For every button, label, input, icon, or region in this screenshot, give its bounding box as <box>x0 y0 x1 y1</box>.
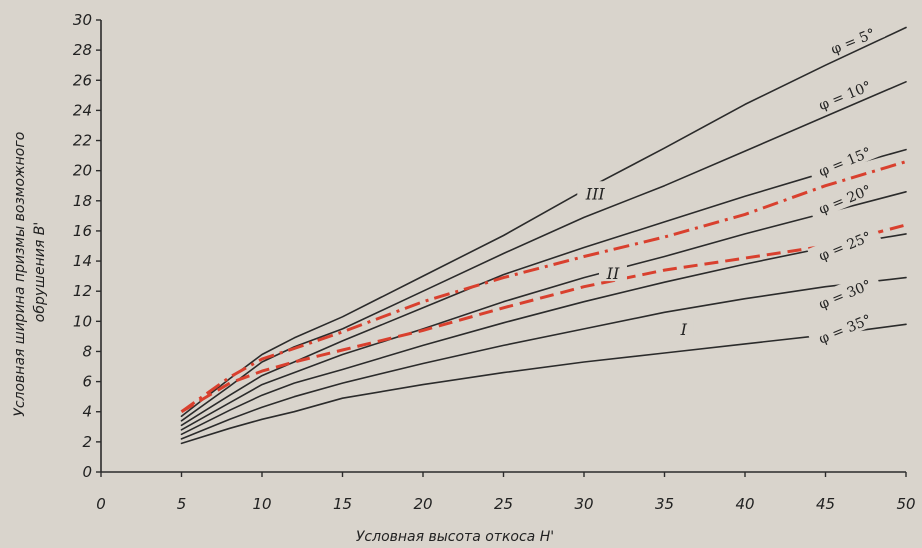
curve-label-bg <box>807 222 882 267</box>
x-tick-label: 30 <box>574 495 593 513</box>
curve-line-4 <box>180 233 907 436</box>
curve-label-bg <box>807 71 882 117</box>
y-tick-label: 6 <box>82 373 92 391</box>
x-axis-title: Условная высота откоса H' <box>356 529 554 545</box>
y-tick-label: 20 <box>73 162 92 180</box>
y-tick-label: 16 <box>73 222 92 240</box>
x-tick-label: 0 <box>96 495 106 513</box>
y-axis-title: Условная ширина призмы возможного обруше… <box>12 127 48 416</box>
region-label-bg <box>577 181 614 202</box>
curve-label-bg <box>807 270 882 316</box>
boundary-dashed-line <box>180 223 907 413</box>
curve-line-6 <box>180 323 907 445</box>
region-label-bg <box>673 316 694 337</box>
y-tick-label: 4 <box>82 403 92 421</box>
y-tick-label: 28 <box>73 41 92 59</box>
x-tick-label: 10 <box>252 495 271 513</box>
y-tick-label: 18 <box>73 192 92 210</box>
y-tick-label: 10 <box>73 312 92 330</box>
curve-label-bg <box>807 305 882 350</box>
y-tick-label: 30 <box>73 11 92 29</box>
y-tick-label: 0 <box>82 463 92 481</box>
region-label-bg <box>598 261 627 282</box>
curve-label-bg <box>807 175 882 221</box>
region-label: II <box>606 264 620 283</box>
x-tick-label: 35 <box>655 495 674 513</box>
x-tick-label: 15 <box>333 495 352 513</box>
y-tick-label: 2 <box>82 433 92 451</box>
x-tick-label: 20 <box>413 495 432 513</box>
curve-line-5 <box>180 276 907 440</box>
curve-line-0 <box>180 26 907 418</box>
curve-label-bg <box>807 137 882 183</box>
y-axis-title-line2: обрушения B' <box>32 222 48 322</box>
curve-label-bg <box>819 19 886 61</box>
x-tick-label: 50 <box>896 495 915 513</box>
y-tick-label: 22 <box>73 132 92 150</box>
x-tick-label: 5 <box>177 495 187 513</box>
curve-line-2 <box>180 148 907 427</box>
x-tick-label: 40 <box>735 495 754 513</box>
y-tick-label: 14 <box>73 252 92 270</box>
x-tick-label: 45 <box>816 495 835 513</box>
region-label: I <box>680 320 688 339</box>
y-axis-title-line1: Условная ширина призмы возможного <box>12 132 28 417</box>
y-tick-label: 24 <box>73 101 92 119</box>
y-tick-label: 12 <box>73 282 92 300</box>
curve-line-1 <box>180 81 907 422</box>
curve-line-3 <box>180 191 907 431</box>
y-tick-label: 26 <box>73 71 92 89</box>
series-group <box>180 26 907 445</box>
region-label: III <box>585 184 606 203</box>
x-tick-label: 25 <box>494 495 513 513</box>
y-tick-label: 8 <box>82 342 92 360</box>
